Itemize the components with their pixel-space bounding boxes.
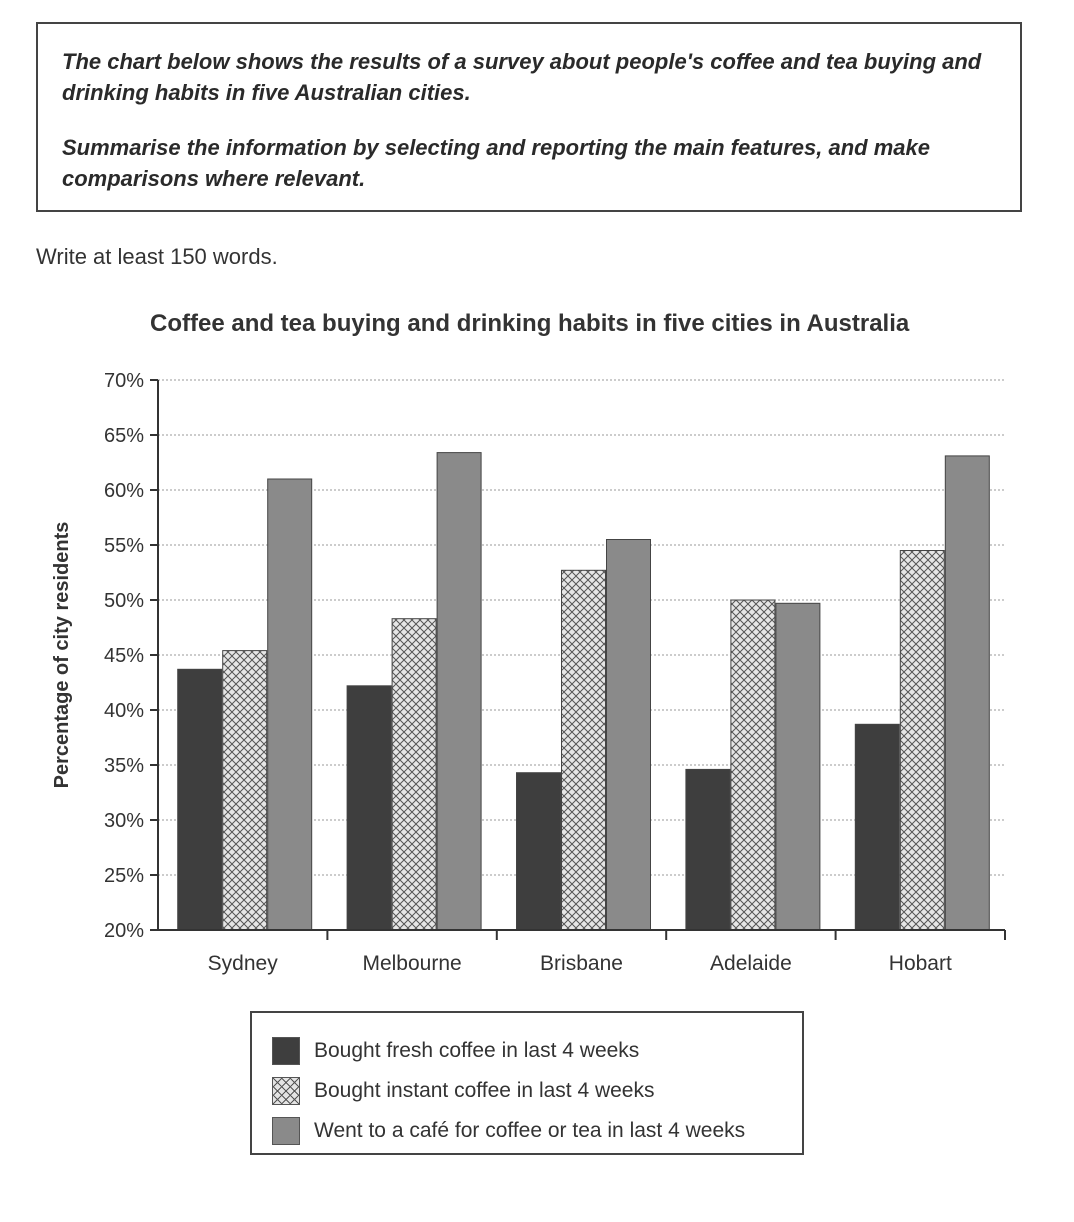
x-tick-label: Sydney <box>208 952 279 975</box>
y-tick-label: 65% <box>104 425 144 447</box>
instant-coffee-bar <box>222 650 268 931</box>
x-tick-label: Hobart <box>889 952 952 975</box>
y-tick-label: 30% <box>104 810 144 832</box>
legend-swatch-fresh <box>272 1037 300 1065</box>
instant-coffee-bar <box>391 618 437 931</box>
x-tick-label: Melbourne <box>362 952 461 975</box>
y-tick-label: 50% <box>104 590 144 612</box>
legend-item-instant: Bought instant coffee in last 4 weeks <box>272 1071 802 1111</box>
task-box: The chart below shows the results of a s… <box>36 22 1022 212</box>
legend-item-cafe: Went to a café for coffee or tea in last… <box>272 1111 802 1151</box>
x-tick-label: Brisbane <box>540 952 623 975</box>
y-tick-label: 70% <box>104 370 144 392</box>
cafe-bar <box>606 539 651 931</box>
task-instruction: Summarise the information by selecting a… <box>62 135 930 191</box>
y-axis-label: Percentage of city residents <box>51 522 73 789</box>
instant-coffee-bar <box>730 599 776 931</box>
y-tick-label: 35% <box>104 755 144 777</box>
legend-swatch-instant <box>272 1077 300 1105</box>
legend-item-fresh: Bought fresh coffee in last 4 weeks <box>272 1031 802 1071</box>
task-description: The chart below shows the results of a s… <box>62 49 982 105</box>
y-tick-label: 25% <box>104 865 144 887</box>
fresh-coffee-bar <box>346 685 392 931</box>
y-tick-label: 55% <box>104 535 144 557</box>
fresh-coffee-bar <box>177 668 223 931</box>
cafe-bar <box>944 455 990 931</box>
bar-chart: Coffee and tea buying and drinking habit… <box>51 310 1006 975</box>
cafe-bar <box>267 478 313 931</box>
legend-label-fresh: Bought fresh coffee in last 4 weeks <box>314 1039 640 1062</box>
chart-legend: Bought fresh coffee in last 4 weeks Boug… <box>250 1011 804 1155</box>
legend-label-instant: Bought instant coffee in last 4 weeks <box>314 1079 655 1102</box>
y-tick-label: 20% <box>104 920 144 942</box>
y-tick-label: 45% <box>104 645 144 667</box>
legend-label-cafe: Went to a café for coffee or tea in last… <box>314 1119 746 1142</box>
y-tick-label: 40% <box>104 700 144 722</box>
cafe-bar <box>436 452 482 931</box>
instant-coffee-bar <box>561 569 606 931</box>
cafe-bar <box>775 602 821 931</box>
fresh-coffee-bar <box>854 723 900 931</box>
instant-coffee-bar <box>899 550 945 931</box>
y-tick-label: 60% <box>104 480 144 502</box>
x-tick-label: Adelaide <box>710 952 792 975</box>
word-count-instruction: Write at least 150 words. <box>36 244 278 269</box>
chart-title: Coffee and tea buying and drinking habit… <box>150 310 910 337</box>
legend-swatch-cafe <box>272 1117 300 1145</box>
fresh-coffee-bar <box>516 772 561 931</box>
fresh-coffee-bar <box>685 768 731 931</box>
